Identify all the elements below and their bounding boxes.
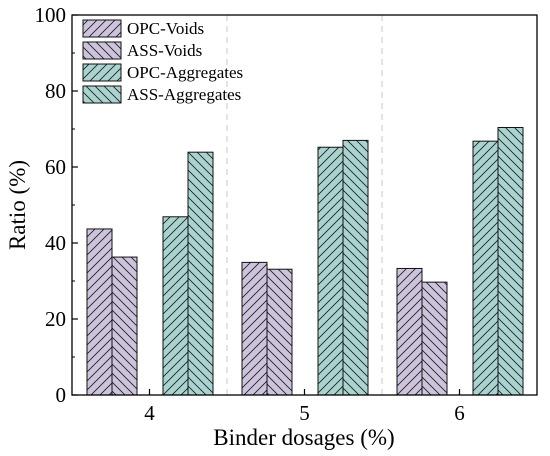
y-tick-label: 60	[45, 155, 66, 179]
x-tick-label: 6	[454, 401, 465, 425]
bar	[187, 151, 214, 396]
bar	[86, 228, 113, 396]
y-tick-label: 0	[56, 383, 67, 407]
legend-label: OPC-Aggregates	[127, 63, 243, 82]
x-tick-label: 4	[144, 401, 155, 425]
bar	[111, 256, 138, 396]
legend-swatch	[82, 63, 122, 82]
bar	[241, 261, 268, 396]
legend: OPC-Voids ASS-Voids OPC-Aggregates ASS-Aggr…	[82, 19, 243, 104]
y-tick-label: 40	[45, 231, 66, 255]
bars-group	[86, 126, 524, 396]
legend-swatch	[82, 41, 122, 60]
legend-label: ASS-Aggregates	[127, 85, 241, 104]
bar	[472, 140, 499, 396]
y-axis: 0 20 40 60 80 100	[35, 3, 78, 407]
legend-label: ASS-Voids	[127, 41, 202, 60]
legend-label: OPC-Voids	[127, 19, 204, 38]
y-tick-label: 80	[45, 79, 66, 103]
bar	[342, 139, 369, 396]
legend-swatch	[82, 85, 122, 104]
bar	[266, 268, 293, 396]
bar	[162, 216, 189, 396]
x-tick-label: 5	[299, 401, 310, 425]
bar	[497, 126, 524, 396]
bar	[317, 146, 344, 396]
x-axis-title: Binder dosages (%)	[213, 425, 394, 450]
bar	[396, 267, 423, 396]
category-separators	[226, 15, 383, 395]
y-axis-title: Ratio (%)	[5, 160, 30, 250]
x-axis: 4 5 6	[144, 389, 465, 425]
y-tick-label: 20	[45, 307, 66, 331]
legend-swatch	[82, 19, 122, 38]
bar	[421, 281, 448, 396]
y-tick-label: 100	[35, 3, 67, 27]
